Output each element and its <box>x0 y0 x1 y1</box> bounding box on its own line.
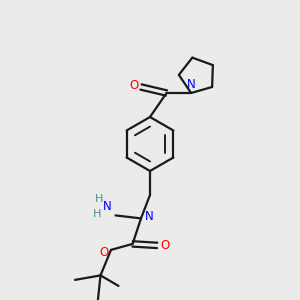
Text: N: N <box>145 210 154 224</box>
Text: O: O <box>99 246 108 259</box>
Text: H: H <box>93 209 101 219</box>
Text: N: N <box>187 78 196 91</box>
Text: O: O <box>130 79 139 92</box>
Text: N: N <box>103 200 112 214</box>
Text: O: O <box>160 239 169 252</box>
Text: H: H <box>95 194 103 204</box>
